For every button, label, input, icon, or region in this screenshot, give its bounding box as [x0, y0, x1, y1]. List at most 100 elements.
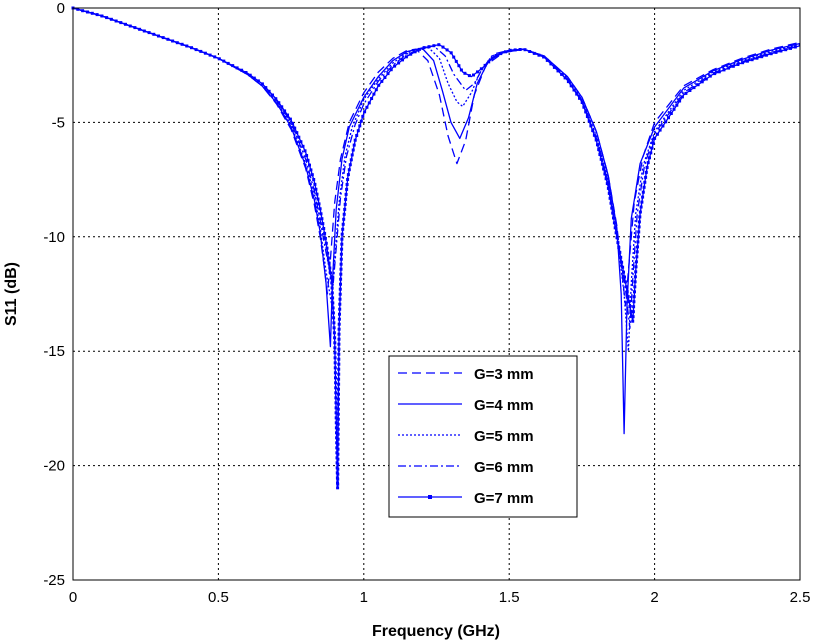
series-marker-5 [793, 45, 797, 49]
series-marker-5 [345, 183, 349, 186]
series-marker-5 [330, 281, 334, 285]
series-marker-5 [326, 251, 330, 255]
series-marker-5 [629, 309, 633, 313]
series-line-1 [72, 7, 801, 307]
series-marker-5 [745, 59, 749, 63]
series-marker-5 [346, 178, 350, 181]
series-marker-5 [678, 99, 682, 103]
series-marker-5 [326, 256, 330, 260]
series-marker-5 [336, 417, 340, 421]
series-marker-5 [256, 79, 260, 83]
series-marker-5 [563, 76, 567, 80]
series-marker-5 [437, 43, 441, 47]
series-marker-5 [624, 285, 628, 289]
series-marker-5 [604, 177, 608, 181]
series-marker-5 [333, 371, 337, 375]
series-marker-5 [264, 86, 268, 90]
series-marker-5 [454, 59, 458, 63]
series-marker-5 [504, 50, 507, 54]
series-marker-5 [641, 190, 645, 194]
series-marker-5 [731, 64, 735, 68]
series-marker-5 [633, 280, 637, 284]
plot-lines [71, 6, 801, 490]
series-marker-5 [336, 407, 340, 411]
series-marker-5 [334, 426, 338, 430]
y-tick-label: -10 [43, 229, 65, 246]
series-marker-5 [637, 225, 641, 229]
series-marker-5 [700, 80, 704, 84]
series-marker-5 [105, 16, 109, 20]
series-marker-5 [342, 212, 346, 216]
series-marker-5 [351, 148, 355, 152]
series-marker-5 [333, 341, 337, 345]
series-marker-5 [334, 381, 338, 385]
series-marker-5 [340, 232, 344, 236]
series-marker-5 [623, 280, 627, 284]
series-marker-5 [332, 316, 336, 320]
series-marker-5 [518, 48, 522, 51]
series-marker-5 [648, 156, 651, 160]
series-marker-5 [338, 292, 342, 296]
series-marker-5 [528, 50, 532, 53]
series-marker-5 [597, 148, 601, 152]
series-marker-5 [774, 50, 778, 54]
series-marker-5 [637, 230, 641, 234]
series-marker-5 [575, 92, 579, 96]
series-marker-5 [332, 321, 336, 325]
series-marker-5 [124, 22, 127, 26]
series-marker-5 [476, 70, 479, 74]
series-marker-5 [341, 222, 345, 226]
series-marker-5 [494, 54, 498, 57]
series-marker-5 [337, 322, 341, 326]
series-marker-5 [696, 83, 700, 87]
series-marker-5 [337, 372, 341, 376]
series-marker-5 [445, 48, 449, 52]
grid [73, 8, 800, 580]
series-marker-5 [90, 11, 94, 15]
series-marker-5 [632, 300, 636, 304]
series-marker-5 [333, 346, 337, 350]
series-marker-5 [779, 49, 783, 53]
series-marker-5 [336, 452, 340, 456]
tick-labels: 0 0.5 1 1.5 2 2.5 0 -5 -10 -15 -20 -25 [43, 0, 810, 606]
series-marker-5 [389, 68, 393, 72]
series-marker-5 [591, 129, 595, 133]
series-marker-5 [637, 220, 641, 224]
series-marker-5 [344, 192, 348, 196]
series-marker-5 [339, 282, 342, 286]
series-marker-5 [639, 205, 643, 209]
series-marker-5 [585, 115, 589, 118]
series-marker-5 [655, 132, 659, 136]
series-marker-5 [235, 66, 239, 70]
series-marker-5 [336, 457, 340, 461]
series-marker-5 [337, 327, 341, 331]
series-marker-5 [328, 266, 332, 270]
series-marker-5 [472, 73, 475, 77]
series-marker-5 [578, 96, 581, 100]
series-marker-5 [452, 55, 456, 59]
series-marker-5 [334, 421, 338, 425]
series-marker-5 [708, 74, 712, 78]
series-marker-5 [688, 89, 692, 92]
series-marker-5 [336, 397, 340, 401]
series-marker-5 [161, 36, 165, 40]
series-marker-5 [337, 357, 341, 361]
series-marker-5 [441, 45, 445, 49]
legend: G=3 mm G=4 mm G=5 mm G=6 mm G=7 mm [388, 355, 578, 518]
series-marker-5 [664, 120, 668, 124]
series-marker-5 [332, 331, 336, 335]
series-marker-5 [646, 161, 650, 165]
series-marker-5 [333, 351, 337, 355]
series-marker-5 [340, 247, 344, 251]
series-marker-5 [640, 200, 644, 204]
series-marker-5 [119, 21, 123, 25]
series-marker-5 [340, 237, 344, 241]
series-marker-5 [166, 37, 170, 41]
series-marker-5 [750, 58, 754, 62]
series-marker-5 [337, 352, 341, 356]
series-marker-5 [267, 89, 271, 93]
series-marker-5 [312, 178, 316, 181]
series-marker-5 [669, 112, 673, 115]
series-marker-5 [566, 80, 570, 84]
